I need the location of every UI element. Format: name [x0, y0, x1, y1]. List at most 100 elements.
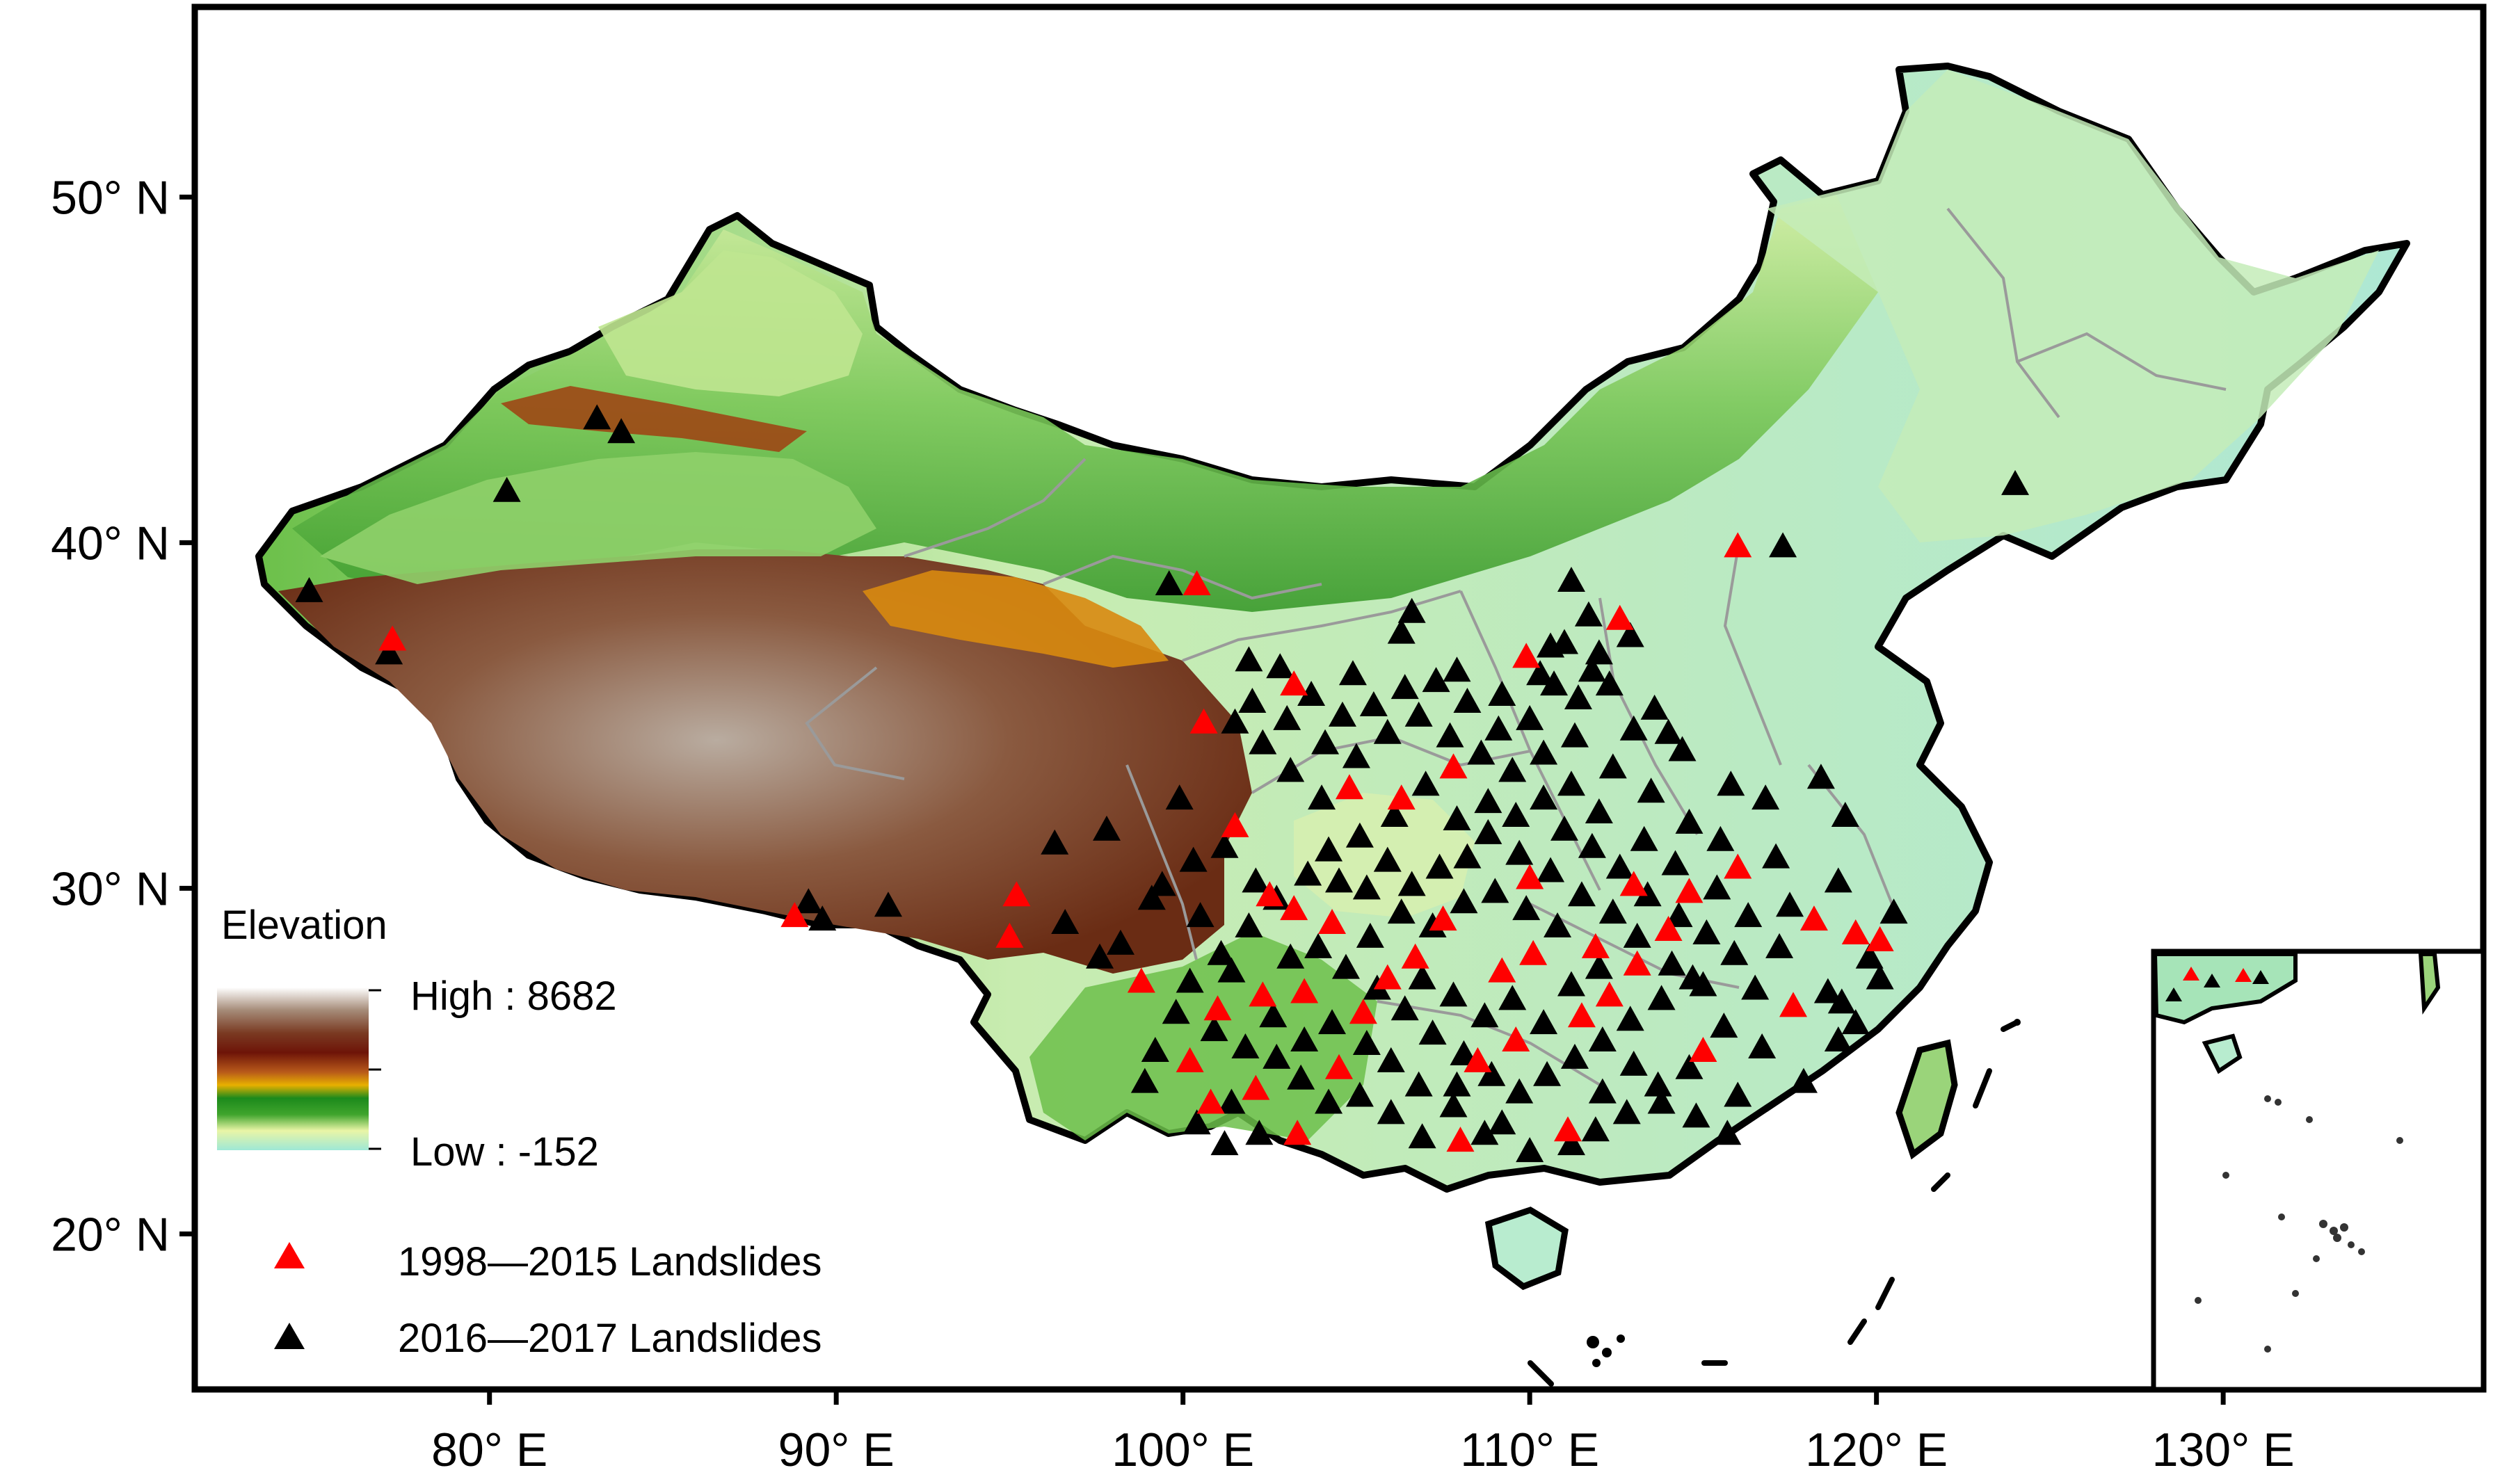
- landslide-marker-2016-2017: [1831, 801, 1859, 827]
- landslide-marker-2016-2017: [1470, 1120, 1499, 1145]
- landslide-marker-2016-2017: [1338, 660, 1367, 686]
- landslide-marker-2016-2017: [1467, 739, 1496, 765]
- landslide-marker-2016-2017: [1207, 939, 1235, 965]
- landslide-marker-2016-2017: [1505, 839, 1534, 865]
- elevation-high-label: High : 8682: [410, 974, 617, 1019]
- landslide-marker-2016-2017: [1470, 1002, 1499, 1028]
- landslide-marker-1998-2015: [1554, 1116, 1582, 1142]
- landslide-marker-2016-2017: [1450, 888, 1478, 914]
- landslide-marker-2016-2017: [1474, 788, 1502, 814]
- landslide-marker-1998-2015: [1290, 978, 1319, 1003]
- landslide-marker-2016-2017: [1544, 912, 1572, 938]
- landslide-marker-1998-2015: [1256, 881, 1284, 907]
- landslide-marker-2016-2017: [1765, 933, 1794, 958]
- landslide-marker-2016-2017: [1450, 1040, 1478, 1065]
- landslide-marker-1998-2015: [378, 625, 407, 651]
- landslide-marker-2016-2017: [1387, 898, 1416, 924]
- landslide-marker-2016-2017: [1141, 1036, 1169, 1062]
- landslide-marker-2016-2017: [1588, 1078, 1617, 1104]
- landslide-marker-1998-2015: [1401, 943, 1429, 969]
- landslide-marker-2016-2017: [1221, 708, 1249, 734]
- landslide-marker-1998-2015: [1675, 878, 1704, 903]
- landslide-marker-2016-2017: [1287, 1064, 1315, 1090]
- landslide-marker-2016-2017: [1262, 1043, 1291, 1069]
- landslide-marker-1998-2015: [1280, 895, 1308, 921]
- landslide-marker-2016-2017: [583, 404, 611, 430]
- landslide-marker-2016-2017: [1390, 995, 1419, 1021]
- legend-black-label: 2016—2017 Landslides: [398, 1316, 821, 1361]
- landslide-marker-2016-2017: [1598, 753, 1627, 779]
- landslide-marker-2016-2017: [1533, 1060, 1562, 1086]
- landslide-marker-2016-2017: [1377, 1047, 1405, 1072]
- landslide-marker-1998-2015: [780, 902, 809, 928]
- landslide-marker-1998-2015: [1724, 853, 1752, 879]
- landslide-marker-2016-2017: [1557, 567, 1585, 592]
- landslide-marker-2016-2017: [1668, 736, 1697, 761]
- landslide-marker-2016-2017: [1557, 1130, 1585, 1156]
- landslide-marker-2016-2017: [1345, 822, 1374, 848]
- landslide-marker-2016-2017: [1703, 874, 1731, 900]
- landslide-marker-2016-2017: [1824, 867, 1852, 893]
- landslide-marker-2016-2017: [1238, 687, 1267, 713]
- landslide-marker-2016-2017: [1179, 846, 1208, 872]
- legend-black-triangle-icon: [274, 1323, 305, 1349]
- landslide-marker-2016-2017: [492, 476, 521, 502]
- landslide-marker-2016-2017: [1619, 1050, 1648, 1076]
- landslide-marker-2016-2017: [1176, 967, 1204, 993]
- landslide-marker-2016-2017: [1682, 1102, 1710, 1128]
- elevation-color-ramp: [217, 987, 369, 1150]
- landslide-marker-2016-2017: [1235, 646, 1263, 672]
- landslide-marker-1998-2015: [1519, 939, 1548, 965]
- landslide-marker-2016-2017: [1245, 1120, 1274, 1145]
- landslide-marker-2016-2017: [1217, 1088, 1246, 1114]
- landslide-marker-2016-2017: [1585, 798, 1613, 824]
- landslide-marker-2016-2017: [1488, 1109, 1516, 1135]
- landslide-marker-2016-2017: [1422, 667, 1450, 693]
- landslide-marker-2016-2017: [1148, 871, 1176, 896]
- landslide-marker-2016-2017: [1619, 715, 1648, 741]
- landslide-marker-2016-2017: [1557, 971, 1585, 997]
- landslide-marker-2016-2017: [1318, 1009, 1347, 1035]
- inset-islands: [2195, 1095, 2403, 1353]
- landslide-marker-2016-2017: [1290, 1026, 1319, 1052]
- landslide-marker-2016-2017: [1581, 1116, 1610, 1142]
- landslide-marker-2016-2017: [1297, 681, 1326, 707]
- tianshan-range: [501, 386, 807, 452]
- map-frame: [191, 3, 2487, 1393]
- landslide-marker-1998-2015: [1779, 992, 1808, 1017]
- landslide-marker-1998-2015: [1189, 708, 1218, 734]
- small-islands: [1587, 1019, 2021, 1367]
- landslide-marker-2016-2017: [1439, 981, 1468, 1007]
- landslide-marker-1998-2015: [1373, 964, 1402, 990]
- landslide-marker-2016-2017: [1578, 656, 1606, 682]
- landslide-marker-1998-2015: [1387, 784, 1416, 810]
- landslide-marker-2016-2017: [1377, 1099, 1405, 1124]
- landslide-marker-2016-2017: [1633, 881, 1662, 907]
- landslide-marker-1998-2015: [1349, 999, 1377, 1024]
- landslide-marker-2016-2017: [1658, 950, 1686, 976]
- landslide-marker-1998-2015: [1176, 1047, 1204, 1072]
- landslide-marker-2016-2017: [1689, 971, 1717, 997]
- y-axis-tick-label: 50° N: [51, 171, 170, 224]
- landslide-marker-2016-2017: [1789, 1067, 1818, 1093]
- landslide-marker-2016-2017: [1231, 1033, 1260, 1058]
- landslide-marker-2016-2017: [1585, 953, 1613, 979]
- landslide-marker-1998-2015: [1619, 871, 1648, 896]
- y-axis-tick-label: 30° N: [51, 862, 170, 915]
- landslide-marker-1998-2015: [1654, 915, 1683, 941]
- landslide-marker-2016-2017: [1827, 988, 1856, 1014]
- landslide-marker-2016-2017: [1530, 739, 1558, 765]
- landslide-marker-1998-2015: [1464, 1047, 1492, 1072]
- landslide-marker-2016-2017: [1498, 985, 1527, 1010]
- y-axis-tick-label: 20° N: [51, 1208, 170, 1261]
- landslide-marker-2016-2017: [874, 892, 902, 917]
- landslide-marker-2016-2017: [1328, 701, 1356, 727]
- landslides-1998-2015-layer: [378, 532, 1894, 1152]
- landslide-marker-2016-2017: [1041, 829, 1069, 855]
- landslide-marker-2016-2017: [1086, 943, 1114, 969]
- landslide-marker-2016-2017: [1474, 818, 1502, 844]
- landslide-marker-1998-2015: [1512, 643, 1541, 668]
- landslide-marker-2016-2017: [1304, 933, 1333, 958]
- elevation-legend: Elevation High : 8682 Low : -152: [217, 903, 617, 1175]
